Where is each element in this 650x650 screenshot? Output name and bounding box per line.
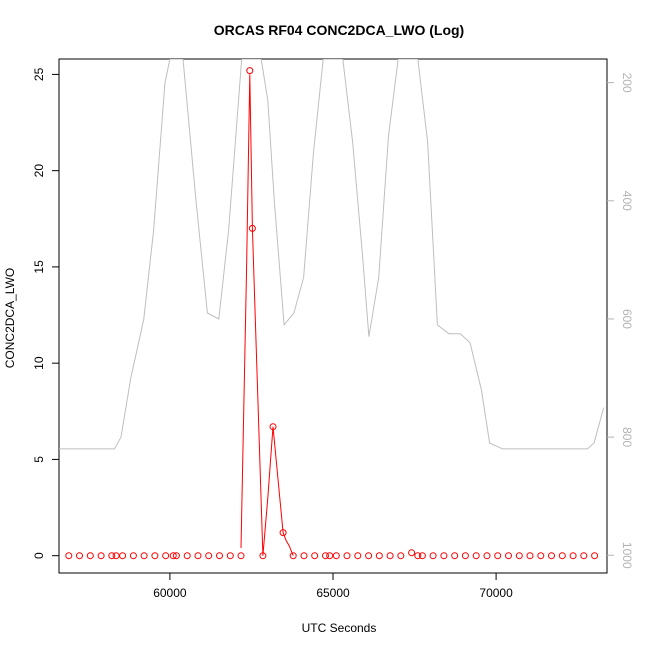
data-point [326,552,334,560]
data-point [483,552,491,560]
data-point [494,552,502,560]
data-point [451,552,459,560]
data-point [248,224,256,232]
right-tick-label: 400 [620,191,634,211]
data-point [537,552,545,560]
data-point [414,552,422,560]
data-point [183,552,191,560]
data-point [505,552,512,560]
data-point [591,552,599,560]
y-tick-label: 15 [32,260,46,274]
data-point [429,552,437,560]
data-point [112,552,120,560]
x-axis-label: UTC Seconds [302,621,377,635]
y-tick-label: 0 [32,552,46,559]
data-point [108,552,116,560]
plot-area: 60000 65000 70000 0 5 10 15 20 25 200 400 600 800 100… [32,58,634,600]
data-point [259,552,267,560]
data-point [526,552,534,560]
data-point [397,552,405,560]
data-point [279,529,287,537]
data-point [354,552,362,560]
series-line-right [59,59,605,450]
data-point [86,552,94,560]
data-point [151,552,159,560]
data-point [216,552,223,560]
plot-frame [58,58,608,574]
data-point [300,552,308,560]
data-point [289,552,297,560]
data-point [569,552,577,560]
data-point [386,552,394,560]
x-tick-label: 70000 [479,586,513,600]
right-tick-label: 200 [620,73,634,93]
data-point [76,552,83,560]
data-point [237,552,245,560]
data-point [172,552,180,560]
data-point [97,552,105,560]
data-point [580,552,588,560]
series-line-left [240,74,294,556]
data-point [548,552,555,560]
data-point [140,552,148,560]
data-point [332,552,340,560]
data-point [343,552,351,560]
data-point [65,552,73,560]
y-tick-label: 25 [32,67,46,81]
data-point [472,552,480,560]
data-point [461,552,469,560]
y-tick-label: 5 [32,456,46,463]
right-tick-label: 600 [620,309,634,329]
y-tick-label: 20 [32,164,46,178]
data-point [205,552,213,560]
data-point [226,552,234,560]
data-point [269,423,277,431]
right-tick-label: 800 [620,427,634,447]
data-point [129,552,137,560]
x-tick-label: 60000 [153,586,187,600]
data-point [194,552,202,560]
data-point [515,552,523,560]
data-point [418,552,426,560]
data-point [365,552,373,560]
y-tick-label: 10 [32,356,46,370]
data-point [440,552,448,560]
data-point [322,552,329,560]
data-point [162,552,170,560]
data-point [246,67,254,75]
data-point [408,549,416,557]
data-point [119,552,127,560]
data-point [375,552,383,560]
data-point [169,552,177,560]
chart-title: ORCAS RF04 CONC2DCA_LWO (Log) [214,22,464,38]
right-tick-label: 1000 [620,542,634,569]
data-point [311,552,319,560]
y-axis-label: CONC2DCA_LWO [3,268,17,368]
x-tick-label: 65000 [316,586,350,600]
data-point [558,552,566,560]
